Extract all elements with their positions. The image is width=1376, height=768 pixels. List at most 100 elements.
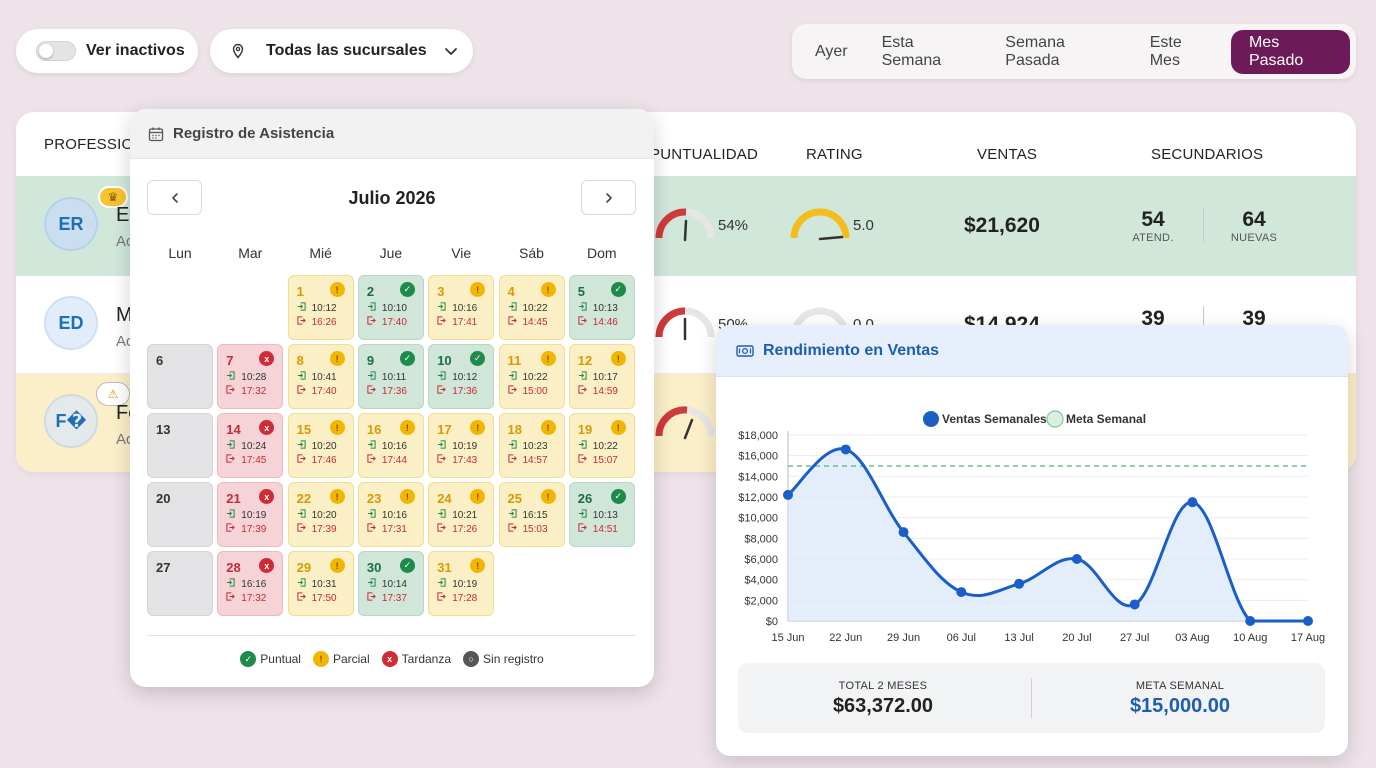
attendance-calendar-popup: Registro de Asistencia Julio 2026 Lun Mar… bbox=[130, 109, 654, 687]
check-out-icon bbox=[226, 454, 241, 468]
sales-point bbox=[956, 587, 967, 598]
calendar-day[interactable]: 15! 10:20 17:46 bbox=[287, 413, 354, 478]
check-out-time: 17:36 bbox=[437, 385, 493, 399]
calendar-day[interactable]: 8! 10:41 17:40 bbox=[287, 344, 354, 409]
calendar-day[interactable]: 14 x 10:24 17:45 bbox=[217, 413, 284, 478]
day-number: 4 bbox=[507, 284, 515, 299]
period-button[interactable]: Semana Pasada bbox=[1005, 33, 1065, 69]
inactive-toggle-pill[interactable]: Ver inactivos bbox=[16, 29, 198, 73]
calendar-day[interactable]: 21 x 10:19 17:39 bbox=[217, 482, 284, 547]
calendar-day[interactable]: 20 bbox=[147, 482, 213, 547]
branch-select[interactable]: Todas las sucursales bbox=[210, 29, 473, 73]
calendar-day[interactable]: 26 ✓ 10:13 14:51 bbox=[568, 482, 635, 547]
check-in-time: 10:28 bbox=[226, 371, 282, 385]
calendar-day[interactable]: 1! 10:12 16:26 bbox=[287, 275, 354, 340]
check-in-icon bbox=[226, 509, 241, 523]
check-out-value: 17:40 bbox=[381, 317, 407, 328]
calendar-day[interactable]: 11! 10:22 15:00 bbox=[498, 344, 565, 409]
parcial-status-icon: ! bbox=[329, 489, 345, 504]
calendar-day[interactable]: 24! 10:21 17:26 bbox=[428, 482, 495, 547]
prev-month-button[interactable] bbox=[147, 180, 202, 215]
header-rating[interactable]: RATING bbox=[806, 146, 863, 163]
calendar-day[interactable]: 4! 10:22 14:45 bbox=[498, 275, 565, 340]
calendar-day[interactable]: 19! 10:22 15:07 bbox=[568, 413, 635, 478]
calendar-day[interactable]: 31! 10:19 17:28 bbox=[428, 551, 495, 616]
none-legend-icon: ○ bbox=[463, 651, 480, 667]
calendar-day[interactable]: 12! 10:17 14:59 bbox=[568, 344, 635, 409]
calendar-day[interactable]: 2 ✓ 10:10 17:40 bbox=[357, 275, 424, 340]
calendar-day[interactable]: 25! 16:15 15:03 bbox=[498, 482, 565, 547]
calendar-day[interactable]: 13 bbox=[147, 413, 213, 478]
day-number: 12 bbox=[577, 353, 593, 368]
check-out-time: 17:40 bbox=[367, 316, 423, 330]
check-out-time: 14:51 bbox=[578, 523, 634, 537]
calendar-day[interactable]: 10 ✓ 10:12 17:36 bbox=[428, 344, 495, 409]
calendar-day[interactable]: 16! 10:16 17:44 bbox=[357, 413, 424, 478]
tardanza-status-icon: x bbox=[259, 351, 275, 366]
calendar-day[interactable]: 5 ✓ 10:13 14:46 bbox=[568, 275, 635, 340]
period-button[interactable]: Esta Semana bbox=[881, 33, 942, 69]
sales-point bbox=[840, 444, 851, 455]
day-number: 6 bbox=[156, 353, 164, 368]
puntual-status-icon: ✓ bbox=[399, 282, 415, 297]
rating-value: 5.0 bbox=[853, 217, 874, 234]
check-out-time: 15:03 bbox=[507, 523, 564, 537]
day-number: 3 bbox=[437, 284, 445, 299]
check-out-icon bbox=[578, 454, 593, 468]
calendar-day[interactable]: 7 x 10:28 17:32 bbox=[217, 344, 284, 409]
calendar-day[interactable]: 3! 10:16 17:41 bbox=[428, 275, 495, 340]
check-in-icon bbox=[437, 440, 452, 454]
check-out-icon bbox=[578, 523, 593, 537]
check-in-value: 10:21 bbox=[452, 510, 478, 521]
period-button[interactable]: Mes Pasado bbox=[1230, 29, 1350, 74]
check-out-icon bbox=[226, 385, 241, 399]
y-tick-label: $18,000 bbox=[738, 430, 778, 442]
calendar-day[interactable]: 6 bbox=[147, 344, 213, 409]
check-in-time: 10:11 bbox=[367, 371, 423, 385]
calendar-day[interactable]: 30 ✓ 10:14 17:37 bbox=[357, 551, 424, 616]
goal-label: META SEMANAL bbox=[1135, 680, 1225, 692]
check-out-time: 17:39 bbox=[226, 523, 282, 537]
calendar-day[interactable]: 28 x 16:16 17:32 bbox=[217, 551, 284, 616]
day-number: 29 bbox=[296, 560, 312, 575]
parcial-status-icon: ! bbox=[610, 420, 626, 435]
x-tick-label: 17 Aug bbox=[1291, 632, 1325, 644]
check-in-value: 10:16 bbox=[381, 510, 407, 521]
parcial-status-icon: ! bbox=[329, 282, 345, 297]
next-month-button[interactable] bbox=[581, 180, 636, 215]
calendar-day[interactable]: 9 ✓ 10:11 17:36 bbox=[357, 344, 424, 409]
check-in-icon bbox=[578, 509, 593, 523]
parcial-status-icon: ! bbox=[329, 420, 345, 435]
calendar-day[interactable]: 22! 10:20 17:39 bbox=[287, 482, 354, 547]
parcial-status-icon: ! bbox=[329, 351, 345, 366]
check-in-icon bbox=[578, 440, 593, 454]
calendar-day[interactable]: 27 bbox=[147, 551, 213, 616]
legend-item: x Tardanza bbox=[381, 651, 451, 667]
header-professional[interactable]: PROFESSIONA bbox=[44, 136, 155, 153]
check-in-icon bbox=[578, 302, 593, 316]
header-sales[interactable]: VENTAS bbox=[977, 146, 1038, 163]
check-in-icon bbox=[437, 371, 452, 385]
check-in-value: 10:13 bbox=[592, 303, 618, 314]
period-button[interactable]: Este Mes bbox=[1149, 33, 1182, 69]
calendar-day[interactable]: 29! 10:31 17:50 bbox=[287, 551, 354, 616]
header-secondary[interactable]: SECUNDARIOS bbox=[1151, 146, 1264, 163]
check-out-time: 17:40 bbox=[296, 385, 353, 399]
punctuality-gauge bbox=[655, 406, 715, 440]
calendar-day[interactable]: 18! 10:23 14:57 bbox=[498, 413, 565, 478]
calendar-day[interactable]: 23! 10:16 17:31 bbox=[357, 482, 424, 547]
check-in-time: 10:31 bbox=[297, 578, 353, 592]
sales-line bbox=[786, 447, 1308, 623]
check-in-time: 10:19 bbox=[437, 578, 493, 592]
check-out-time: 17:28 bbox=[437, 592, 493, 606]
check-in-value: 10:12 bbox=[452, 372, 478, 383]
check-out-value: 17:32 bbox=[241, 593, 267, 604]
check-out-value: 17:37 bbox=[381, 593, 407, 604]
check-in-value: 10:16 bbox=[452, 303, 478, 314]
inactive-toggle-switch[interactable] bbox=[36, 41, 76, 61]
check-out-time: 17:41 bbox=[437, 316, 493, 330]
check-in-time: 10:16 bbox=[437, 302, 493, 316]
header-punctuality[interactable]: PUNTUALIDAD bbox=[650, 146, 759, 163]
period-button[interactable]: Ayer bbox=[815, 42, 848, 60]
calendar-day[interactable]: 17! 10:19 17:43 bbox=[428, 413, 495, 478]
